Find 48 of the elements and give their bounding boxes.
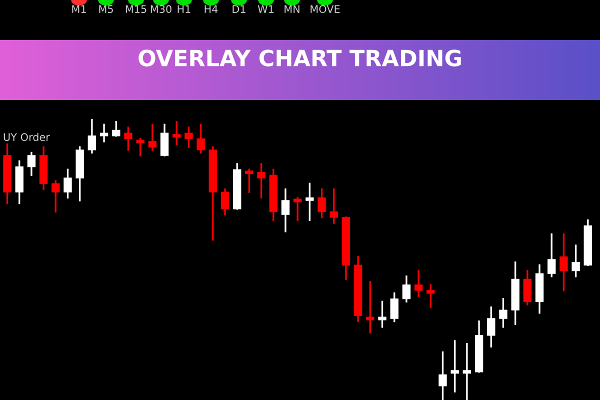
candlestick	[462, 342, 472, 400]
candlestick	[245, 168, 254, 193]
candlestick	[330, 188, 338, 224]
candlestick	[136, 138, 144, 156]
candlestick	[438, 351, 447, 400]
candlestick	[112, 120, 120, 137]
candlestick	[148, 124, 157, 151]
candlestick	[402, 276, 411, 302]
text: MOVE	[310, 5, 340, 14]
text: H4	[204, 5, 218, 13]
candlestick	[306, 182, 314, 221]
candlestick	[378, 300, 386, 328]
text: D1	[232, 5, 246, 13]
candlestick	[548, 233, 556, 278]
candlestick	[487, 306, 496, 348]
candlestick	[220, 188, 230, 216]
candlestick	[499, 298, 508, 328]
candlestick	[27, 152, 36, 176]
candlestick	[450, 340, 459, 392]
candlestick	[572, 244, 580, 278]
candlestick	[172, 120, 181, 146]
candlestick	[366, 281, 374, 334]
annotation: UY Order	[4, 132, 50, 142]
candlestick	[414, 270, 423, 297]
text: M1	[72, 5, 86, 13]
candlestick	[184, 126, 193, 148]
candlestick	[390, 292, 398, 322]
candlestick	[88, 119, 96, 154]
text: MN	[284, 5, 300, 13]
candlestick	[257, 163, 266, 199]
candlestick	[52, 180, 60, 213]
text: H1	[178, 5, 190, 13]
candlestick	[100, 124, 108, 142]
candlestick	[160, 124, 169, 156]
candlestick	[64, 168, 72, 199]
text: M15	[126, 5, 146, 14]
candlestick	[560, 233, 568, 292]
candlestick	[426, 284, 435, 308]
candlestick	[523, 270, 532, 306]
candlestick	[318, 188, 326, 218]
candlestick	[196, 124, 205, 154]
candlestick	[281, 188, 290, 232]
text: M5	[99, 5, 113, 14]
candlestick	[293, 196, 302, 221]
text: W1	[258, 5, 274, 13]
candlestick	[124, 126, 132, 151]
chart-title: OVERLAY CHART TRADING	[138, 50, 461, 66]
text: M30	[150, 5, 172, 14]
